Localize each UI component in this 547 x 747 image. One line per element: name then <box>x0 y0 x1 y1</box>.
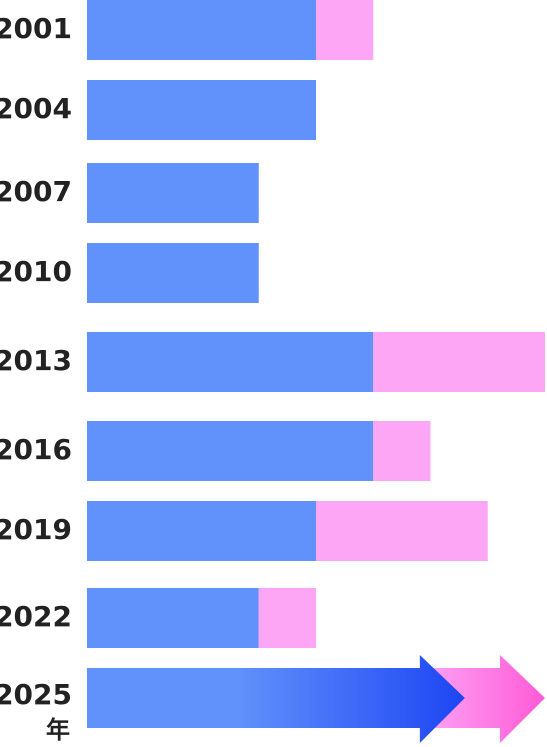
y-tick-label: 2013 <box>0 344 72 377</box>
bar <box>87 588 259 648</box>
y-tick-label: 2025 <box>0 678 72 711</box>
y-tick-label: 2016 <box>0 433 72 466</box>
y-tick-label: 2004 <box>0 92 72 125</box>
unit-label: 年 <box>46 716 70 744</box>
y-tick-label: 2022 <box>0 600 72 633</box>
bar <box>87 163 259 223</box>
arrow-bar <box>419 655 545 743</box>
bar <box>87 421 374 481</box>
bar <box>373 421 431 481</box>
bar <box>316 0 374 60</box>
bar <box>87 501 316 561</box>
y-tick-label: 2001 <box>0 12 72 45</box>
bar <box>373 332 545 392</box>
bar <box>87 0 316 60</box>
bar <box>316 501 488 561</box>
y-tick-label: 2019 <box>0 513 72 546</box>
y-tick-label: 2010 <box>0 255 72 288</box>
bar <box>87 243 259 303</box>
bar <box>258 588 316 648</box>
bar <box>87 332 374 392</box>
y-tick-label: 2007 <box>0 175 72 208</box>
bar <box>87 80 316 140</box>
arrow-bar <box>87 655 465 743</box>
